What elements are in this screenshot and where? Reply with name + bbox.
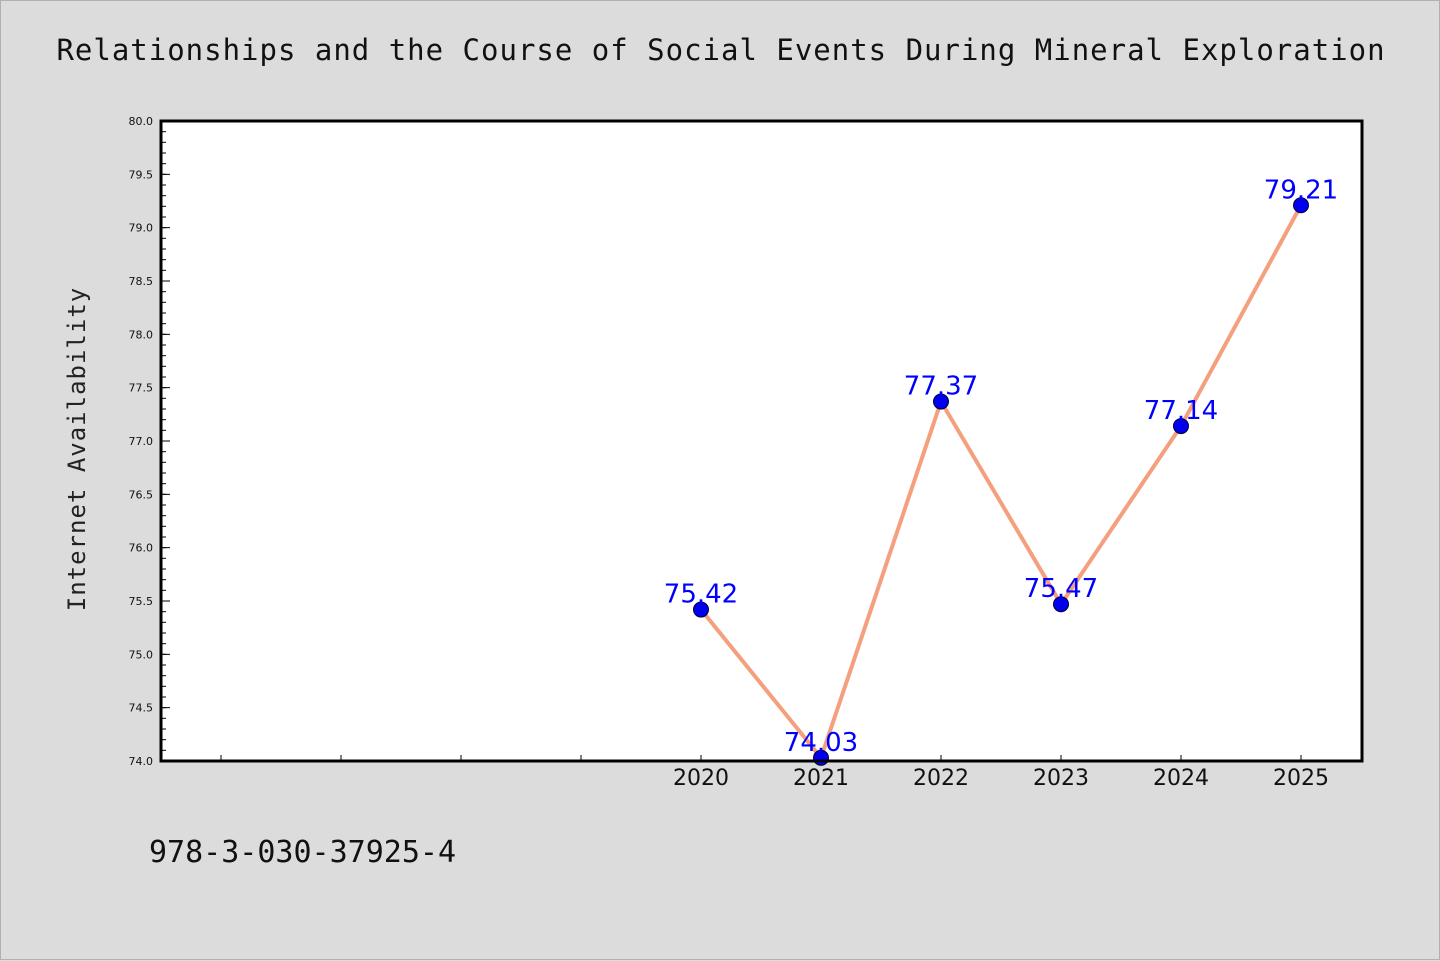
y-tick-label: 79.5	[129, 168, 154, 181]
series-line	[699, 204, 1303, 762]
data-point	[1173, 418, 1189, 435]
data-label: 75.42	[664, 580, 738, 610]
y-tick-label: 75.0	[129, 648, 154, 661]
y-tick-label: 78.0	[129, 328, 154, 341]
y-tick-label: 79.0	[129, 222, 154, 235]
x-tick-label: 2025	[1273, 766, 1329, 791]
y-axis-label: Internet Availability	[63, 287, 91, 611]
y-tick-label: 80.0	[129, 115, 154, 128]
x-ticks: 2020 2021 2022 2023 2024 2025	[220, 755, 1329, 791]
y-tick-label: 75.5	[129, 595, 154, 608]
y-tick-label: 77.0	[129, 435, 154, 448]
y-tick-label: 74.5	[129, 702, 154, 715]
x-tick-label: 2021	[793, 766, 849, 791]
y-tick-label: 76.5	[129, 488, 154, 501]
series-points	[693, 197, 1309, 766]
data-label: 75.47	[1024, 574, 1098, 604]
x-tick-label: 2020	[673, 766, 729, 791]
plot-frame	[159, 119, 1364, 763]
data-label: 77.14	[1144, 396, 1218, 426]
x-tick-label: 2022	[913, 766, 969, 791]
x-tick-label: 2024	[1153, 766, 1209, 791]
y-major-ticks: 74.0 74.5 75.0 75.5 76.0 76.5 77.0 77.5 78.0 78.5…	[129, 115, 170, 768]
data-point	[1053, 596, 1069, 613]
y-tick-label: 76.0	[129, 542, 154, 555]
y-tick-label: 77.5	[129, 382, 154, 395]
data-point	[1293, 197, 1309, 214]
plot-area	[161, 121, 1362, 761]
data-point	[933, 393, 949, 410]
data-label: 74.03	[784, 728, 858, 758]
x-tick-label: 2023	[1033, 766, 1089, 791]
series-lines	[699, 204, 1303, 762]
y-tick-label: 74.0	[129, 755, 154, 768]
data-label: 79.21	[1264, 175, 1338, 205]
data-label: 77.37	[904, 372, 978, 402]
chart-title: Relationships and the Course of Social E…	[56, 33, 1386, 67]
data-point	[693, 601, 709, 618]
y-tick-label: 78.5	[129, 275, 154, 288]
caption-text: 978-3-030-37925-4	[149, 835, 457, 870]
data-labels: 75.42 74.03 77.37 75.47 77.14 79.21	[664, 175, 1338, 758]
